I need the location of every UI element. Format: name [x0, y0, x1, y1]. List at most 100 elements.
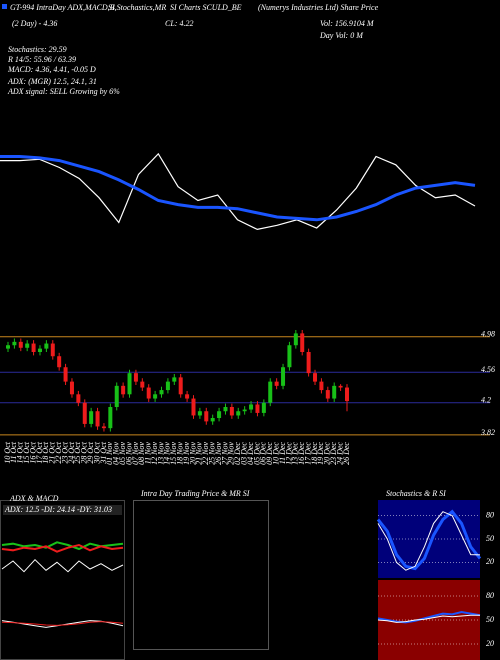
x-tick-label: 21 Oct [48, 441, 57, 463]
x-tick-label: 29 Nov [227, 442, 236, 465]
x-tick-label: 04 Dec [246, 442, 255, 465]
x-tick-label: 26 Nov [214, 442, 223, 465]
indicator-label: ADX: 12.5 -DI: 24.14 -DY: 31.03 [4, 505, 112, 514]
header-text: MACD: 4.36, 4.41, -0.05 D [7, 65, 96, 74]
x-tick-label: 24 Dec [335, 442, 344, 465]
candle-body [114, 385, 119, 407]
candle-body [217, 411, 222, 418]
x-tick-label: 13 Nov [156, 442, 165, 465]
candle-body [95, 411, 100, 427]
header-text: R 14/5: 55.96 / 63.39 [7, 55, 76, 64]
x-tick-label: 08 Nov [137, 442, 146, 465]
candle-body [293, 333, 298, 346]
candle-body [50, 343, 55, 357]
y-tick-label: 50 [486, 534, 494, 543]
x-tick-label: 28 Oct [80, 441, 89, 463]
x-tick-label: 10 Oct [3, 441, 12, 463]
x-tick-label: 20 Nov [188, 442, 197, 465]
x-tick-label: 02 Dec [233, 442, 242, 465]
candle-body [197, 411, 202, 416]
candle-body [261, 402, 266, 413]
x-tick-label: 12 Dec [284, 442, 293, 465]
x-tick-label: 04 Nov [112, 442, 121, 465]
candle-body [18, 341, 23, 348]
candle-body [140, 381, 145, 388]
candle-body [300, 333, 305, 352]
y-tick-label: 20 [486, 557, 494, 566]
candle-body [82, 402, 87, 424]
x-tick-label: 24 Oct [67, 441, 76, 463]
panel-title: Intra Day Trading Price & MR SI [140, 489, 250, 498]
series-line [377, 614, 480, 623]
y-tick-label: 20 [486, 639, 494, 648]
x-tick-label: 11 Oct [9, 441, 18, 463]
candle-body [76, 394, 81, 403]
candle-body [274, 381, 279, 386]
header-text: ADX: (MGR) 12.5, 24.1, 31 [7, 77, 97, 86]
x-tick-label: 19 Dec [316, 442, 325, 465]
y-tick-label: 4.98 [481, 330, 495, 339]
candle-body [255, 404, 260, 413]
x-tick-label: 25 Nov [208, 442, 217, 465]
candle-body [229, 407, 234, 416]
candle-body [242, 409, 247, 412]
candle-body [268, 381, 273, 403]
x-tick-label: 14 Nov [163, 442, 172, 465]
candle-body [191, 398, 196, 416]
candle-body [172, 377, 177, 382]
y-tick-label: 3.82 [480, 428, 495, 437]
x-tick-label: 16 Oct [28, 441, 37, 463]
series-line [0, 152, 476, 231]
label-box [3, 505, 122, 515]
candle-body [57, 356, 62, 368]
x-tick-label: 07 Nov [131, 442, 140, 465]
candle-body [69, 381, 74, 395]
candle-body [63, 367, 68, 382]
x-tick-label: 31 Oct [99, 441, 108, 464]
x-tick-label: 17 Oct [35, 441, 44, 463]
candle-body [204, 411, 209, 422]
series-line [1, 543, 124, 553]
y-tick-label: 50 [486, 615, 494, 624]
panel-title: ADX & MACD [9, 494, 59, 503]
panel-title: Stochastics & R SI [386, 489, 446, 498]
x-tick-label: 22 Nov [201, 442, 210, 465]
x-tick-label: 25 Oct [73, 441, 82, 463]
x-tick-label: 18 Nov [176, 442, 185, 465]
candle-body [249, 404, 254, 410]
x-tick-label: 05 Nov [118, 442, 127, 465]
header-text: (Numerys Industries Ltd) Share Price [258, 3, 379, 12]
candle-body [159, 390, 164, 395]
candle-body [25, 343, 30, 348]
x-tick-label: 06 Nov [124, 442, 133, 465]
y-tick-label: 4.2 [481, 396, 491, 405]
y-tick-label: 4.56 [481, 365, 495, 374]
x-tick-label: 29 Oct [86, 441, 95, 463]
x-tick-label: 22 Oct [54, 441, 63, 463]
x-tick-label: 20 Dec [323, 442, 332, 465]
x-tick-label: 16 Dec [297, 442, 306, 465]
series-line [0, 155, 476, 222]
candle-body [345, 387, 349, 402]
candle-body [338, 385, 343, 388]
candle-body [44, 343, 49, 349]
candle-body [12, 341, 17, 346]
header-text: ADX signal: SELL Growing by 6% [7, 87, 120, 96]
candle-body [319, 381, 324, 391]
x-tick-label: 09 Dec [265, 442, 274, 465]
x-tick-label: 23 Oct [60, 441, 69, 463]
y-tick-label: 80 [486, 510, 494, 519]
x-tick-label: 14 Oct [16, 441, 25, 463]
series-line [377, 511, 481, 571]
x-tick-label: 23 Dec [329, 442, 338, 465]
x-tick-label: 19 Nov [182, 442, 191, 465]
x-tick-label: 30 Oct [92, 441, 101, 464]
x-tick-label: 18 Dec [310, 442, 319, 465]
candle-body [281, 367, 286, 386]
series-line [1, 621, 124, 626]
candle-body [146, 387, 151, 399]
x-tick-label: 27 Nov [220, 442, 229, 465]
x-tick-label: 18 Oct [41, 441, 50, 463]
x-tick-label: 11 Dec [278, 442, 287, 465]
header-text: (2 Day) - 4.36 [12, 19, 57, 28]
